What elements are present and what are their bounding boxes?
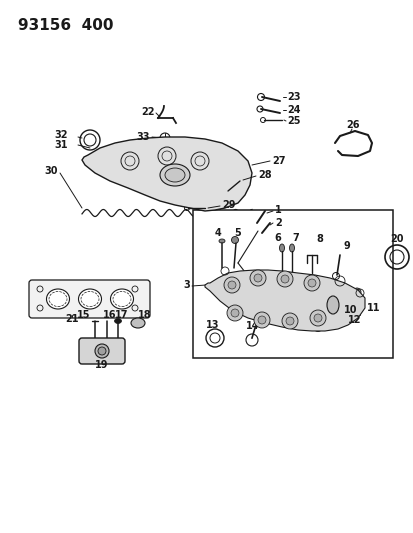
Text: 14: 14 [246, 321, 259, 331]
Circle shape [313, 314, 321, 322]
Text: 13: 13 [206, 320, 219, 330]
Text: 1: 1 [274, 205, 281, 215]
Text: 25: 25 [286, 116, 300, 126]
Ellipse shape [78, 289, 101, 309]
Text: 31: 31 [55, 140, 68, 150]
Circle shape [231, 237, 238, 244]
Text: 8: 8 [316, 234, 323, 244]
Ellipse shape [114, 319, 121, 324]
Text: 19: 19 [95, 360, 109, 370]
Circle shape [223, 277, 240, 293]
Text: 17: 17 [115, 310, 128, 320]
Circle shape [257, 316, 266, 324]
Circle shape [276, 271, 292, 287]
Ellipse shape [131, 318, 145, 328]
Circle shape [98, 347, 106, 355]
Ellipse shape [314, 327, 321, 332]
Ellipse shape [326, 296, 338, 314]
Polygon shape [204, 270, 364, 331]
Ellipse shape [110, 289, 133, 309]
Circle shape [226, 305, 242, 321]
Circle shape [95, 344, 109, 358]
Text: 93156  400: 93156 400 [18, 18, 113, 33]
Circle shape [230, 309, 238, 317]
Circle shape [309, 310, 325, 326]
Text: 30: 30 [44, 166, 58, 176]
Ellipse shape [165, 168, 185, 182]
Text: 5: 5 [234, 228, 241, 238]
Circle shape [254, 274, 261, 282]
Text: 6: 6 [274, 233, 281, 243]
Text: 28: 28 [257, 170, 271, 180]
Circle shape [281, 313, 297, 329]
Text: 27: 27 [271, 156, 285, 166]
Circle shape [249, 270, 266, 286]
Text: 26: 26 [345, 120, 359, 130]
Ellipse shape [279, 244, 284, 252]
Circle shape [303, 275, 319, 291]
FancyBboxPatch shape [79, 338, 125, 364]
Text: 2: 2 [274, 218, 281, 228]
Ellipse shape [46, 289, 69, 309]
Bar [192, 210, 392, 358]
Polygon shape [82, 137, 252, 211]
Text: 24: 24 [286, 105, 300, 115]
Text: 32: 32 [55, 130, 68, 140]
Text: 12: 12 [347, 315, 361, 325]
Circle shape [254, 312, 269, 328]
Text: 21: 21 [65, 314, 78, 324]
Text: 7: 7 [292, 233, 299, 243]
Text: 15: 15 [76, 310, 90, 320]
Text: 29: 29 [221, 200, 235, 210]
Text: 4: 4 [214, 228, 221, 238]
Circle shape [280, 275, 288, 283]
Circle shape [307, 279, 315, 287]
Ellipse shape [218, 239, 224, 243]
Ellipse shape [159, 164, 190, 186]
Text: 20: 20 [389, 234, 403, 244]
Text: 11: 11 [366, 303, 380, 313]
Circle shape [352, 288, 360, 296]
Text: 22: 22 [141, 107, 154, 117]
Text: 33: 33 [136, 132, 150, 142]
Circle shape [228, 281, 235, 289]
Text: 9: 9 [343, 241, 349, 251]
Ellipse shape [289, 244, 294, 252]
Text: 18: 18 [138, 310, 152, 320]
Text: 16: 16 [103, 310, 116, 320]
Text: 3: 3 [183, 280, 190, 290]
Circle shape [285, 317, 293, 325]
Text: 23: 23 [286, 92, 300, 102]
FancyBboxPatch shape [29, 280, 150, 318]
Text: 10: 10 [343, 305, 357, 315]
